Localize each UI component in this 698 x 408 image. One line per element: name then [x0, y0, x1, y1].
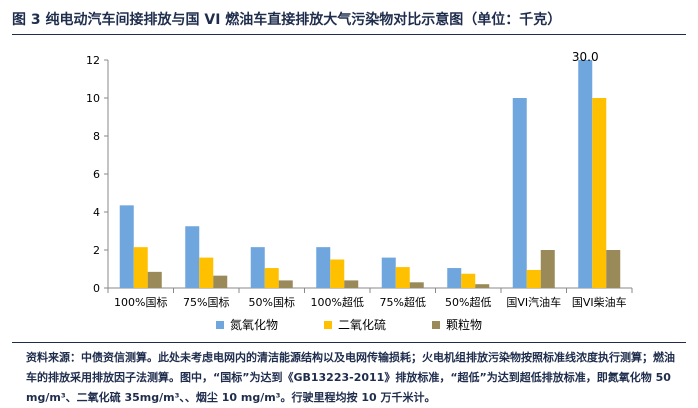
chart-legend: 氮氧化物 二氧化硫 颗粒物: [0, 316, 698, 333]
bar-so2-3: [330, 259, 345, 288]
title-divider: [12, 34, 686, 35]
x-tick-label-3: 100%超低: [311, 295, 364, 309]
bar-nox-5: [447, 268, 462, 288]
bar-annotation-0: 30.0: [572, 50, 599, 64]
y-tick-label-0: 0: [93, 282, 100, 295]
x-tick-label-0: 100%国标: [114, 295, 167, 309]
bar-nox-4: [381, 257, 396, 288]
x-tick-label-6: 国VI汽油车: [506, 295, 561, 309]
source-note: 资料来源：中债资信测算。此处未考虑电网内的清洁能源结构以及电网传输损耗；火电机组…: [26, 351, 675, 404]
bar-so2-5: [461, 273, 476, 288]
bar-pm-2: [278, 280, 293, 288]
legend-item-pm: 颗粒物: [432, 316, 482, 333]
legend-item-so2: 二氧化硫: [323, 316, 386, 333]
bar-nox-1: [185, 226, 200, 288]
y-tick-label-6: 12: [86, 54, 100, 67]
x-tick-label-1: 75%国标: [183, 295, 229, 309]
legend-label-nox: 氮氧化物: [229, 318, 278, 332]
bar-chart: 0 2 4 6 8 10 12 100%国标 75%国标 50%国标 100%超低 75%超低 50%超…: [86, 50, 633, 309]
y-tick-label-3: 6: [93, 168, 100, 181]
bar-pm-7: [606, 250, 621, 288]
bar-pm-0: [147, 271, 162, 288]
y-tick-label-1: 2: [93, 244, 100, 257]
y-tick-label-4: 8: [93, 130, 100, 143]
chart-title: 图 3 纯电动汽车间接排放与国 VI 燃油车直接排放大气污染物对比示意图（单位：…: [12, 12, 562, 28]
y-tick-label-2: 4: [93, 206, 100, 219]
bar-so2-6: [526, 269, 541, 288]
bar-so2-2: [264, 268, 279, 288]
bar-pm-5: [475, 284, 490, 288]
bar-so2-1: [199, 257, 214, 288]
legend-swatch-nox: [215, 320, 224, 329]
bar-pm-3: [344, 280, 359, 288]
legend-swatch-so2: [323, 320, 332, 329]
legend-label-pm: 颗粒物: [446, 318, 483, 332]
x-tick-label-7: 国VI柴油车: [572, 295, 627, 309]
x-tick-label-4: 75%超低: [380, 295, 426, 309]
bar-nox-2: [250, 247, 265, 288]
bar-so2-4: [395, 267, 410, 288]
legend-item-nox: 氮氧化物: [215, 316, 278, 333]
bar-pm-6: [540, 250, 555, 288]
bar-so2-0: [133, 247, 148, 288]
bar-pm-4: [409, 282, 424, 288]
x-tick-label-2: 50%国标: [249, 295, 295, 309]
bar-nox-0: [119, 205, 134, 288]
y-tick-label-5: 10: [86, 92, 100, 105]
x-tick-label-5: 50%超低: [445, 295, 491, 309]
bar-so2-7: [592, 98, 607, 288]
source-divider: [12, 342, 686, 343]
bar-nox-6: [512, 98, 527, 288]
legend-label-so2: 二氧化硫: [337, 318, 386, 332]
bar-nox-3: [316, 247, 331, 288]
bar-pm-1: [213, 275, 228, 288]
bar-nox-7: [578, 60, 593, 288]
legend-swatch-pm: [432, 320, 440, 329]
